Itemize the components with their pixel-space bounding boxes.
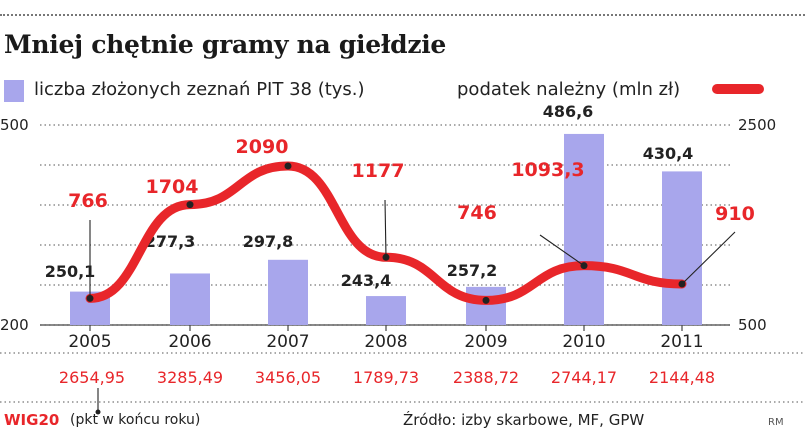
top-divider — [0, 14, 805, 16]
line-series — [85, 161, 687, 305]
line-point — [186, 201, 194, 209]
line-value-label: 2090 — [236, 136, 289, 158]
bar — [268, 259, 308, 325]
line-point — [580, 262, 588, 270]
wig20-value: 2388,72 — [452, 368, 520, 387]
bar — [466, 286, 506, 325]
wig20-value: 1789,73 — [352, 368, 420, 387]
line-point — [678, 280, 686, 288]
x-tick-label: 2007 — [266, 332, 309, 352]
wig20-value: 3456,05 — [254, 368, 322, 387]
source-note: Źródło: izby skarbowe, MF, GPW — [403, 411, 645, 429]
x-tick-label: 2008 — [364, 332, 407, 352]
bar-value-label: 277,3 — [145, 232, 196, 251]
line-value-label: 746 — [457, 202, 497, 224]
x-tick-label: 2006 — [168, 332, 211, 352]
bar-value-label: 250,1 — [45, 262, 96, 281]
wig20-value: 2654,95 — [58, 368, 126, 387]
line-point — [382, 253, 390, 261]
legend-line-swatch — [712, 84, 764, 94]
credit-initials: RM — [768, 417, 784, 428]
bar-value-label: 243,4 — [341, 271, 392, 290]
y-right-tick-label: 2500 — [738, 116, 776, 134]
x-tick-label: 2009 — [464, 332, 507, 352]
legend-line-label: podatek należny (mln zł) — [457, 79, 681, 100]
callout-leader — [539, 234, 585, 267]
bar-value-label: 430,4 — [643, 144, 694, 163]
callout-leader — [681, 231, 736, 285]
line-value-label: 1093,3 — [511, 159, 584, 181]
y-left-tick-label: 200 — [0, 316, 29, 334]
wig20-label: WIG20 — [4, 411, 60, 429]
x-tick-label: 2005 — [68, 332, 111, 352]
legend-bar-label: liczba złożonych zeznań PIT 38 (tys.) — [34, 79, 365, 100]
bar-value-label: 297,8 — [243, 232, 294, 251]
wig20-value: 2744,17 — [550, 368, 618, 387]
wig20-value: 2144,48 — [648, 368, 716, 387]
bar-value-label: 257,2 — [447, 261, 498, 280]
bar — [662, 171, 702, 325]
bar — [564, 133, 604, 325]
line-point — [284, 162, 292, 170]
line-value-label: 1704 — [146, 176, 199, 198]
line-point — [86, 294, 94, 302]
x-tick-label: 2011 — [660, 332, 703, 352]
wig20-note: (pkt w końcu roku) — [70, 412, 201, 428]
wig20-value: 3285,49 — [156, 368, 224, 387]
line-point — [482, 296, 490, 304]
bar-value-label: 486,6 — [543, 102, 594, 121]
legend-bar-swatch — [4, 80, 24, 102]
wig20-pointer-dot — [95, 409, 101, 415]
bar — [366, 296, 406, 325]
x-tick-label: 2010 — [562, 332, 605, 352]
chart-title: Mniej chętnie gramy na giełdzie — [4, 30, 447, 59]
line-value-label: 1177 — [352, 160, 405, 182]
line-value-label: 910 — [715, 203, 755, 225]
y-right-tick-label: 500 — [738, 316, 767, 334]
bar — [170, 273, 210, 325]
line-value-label: 766 — [68, 190, 108, 212]
y-left-tick-label: 500 — [0, 116, 29, 134]
callout-leader — [384, 199, 387, 258]
